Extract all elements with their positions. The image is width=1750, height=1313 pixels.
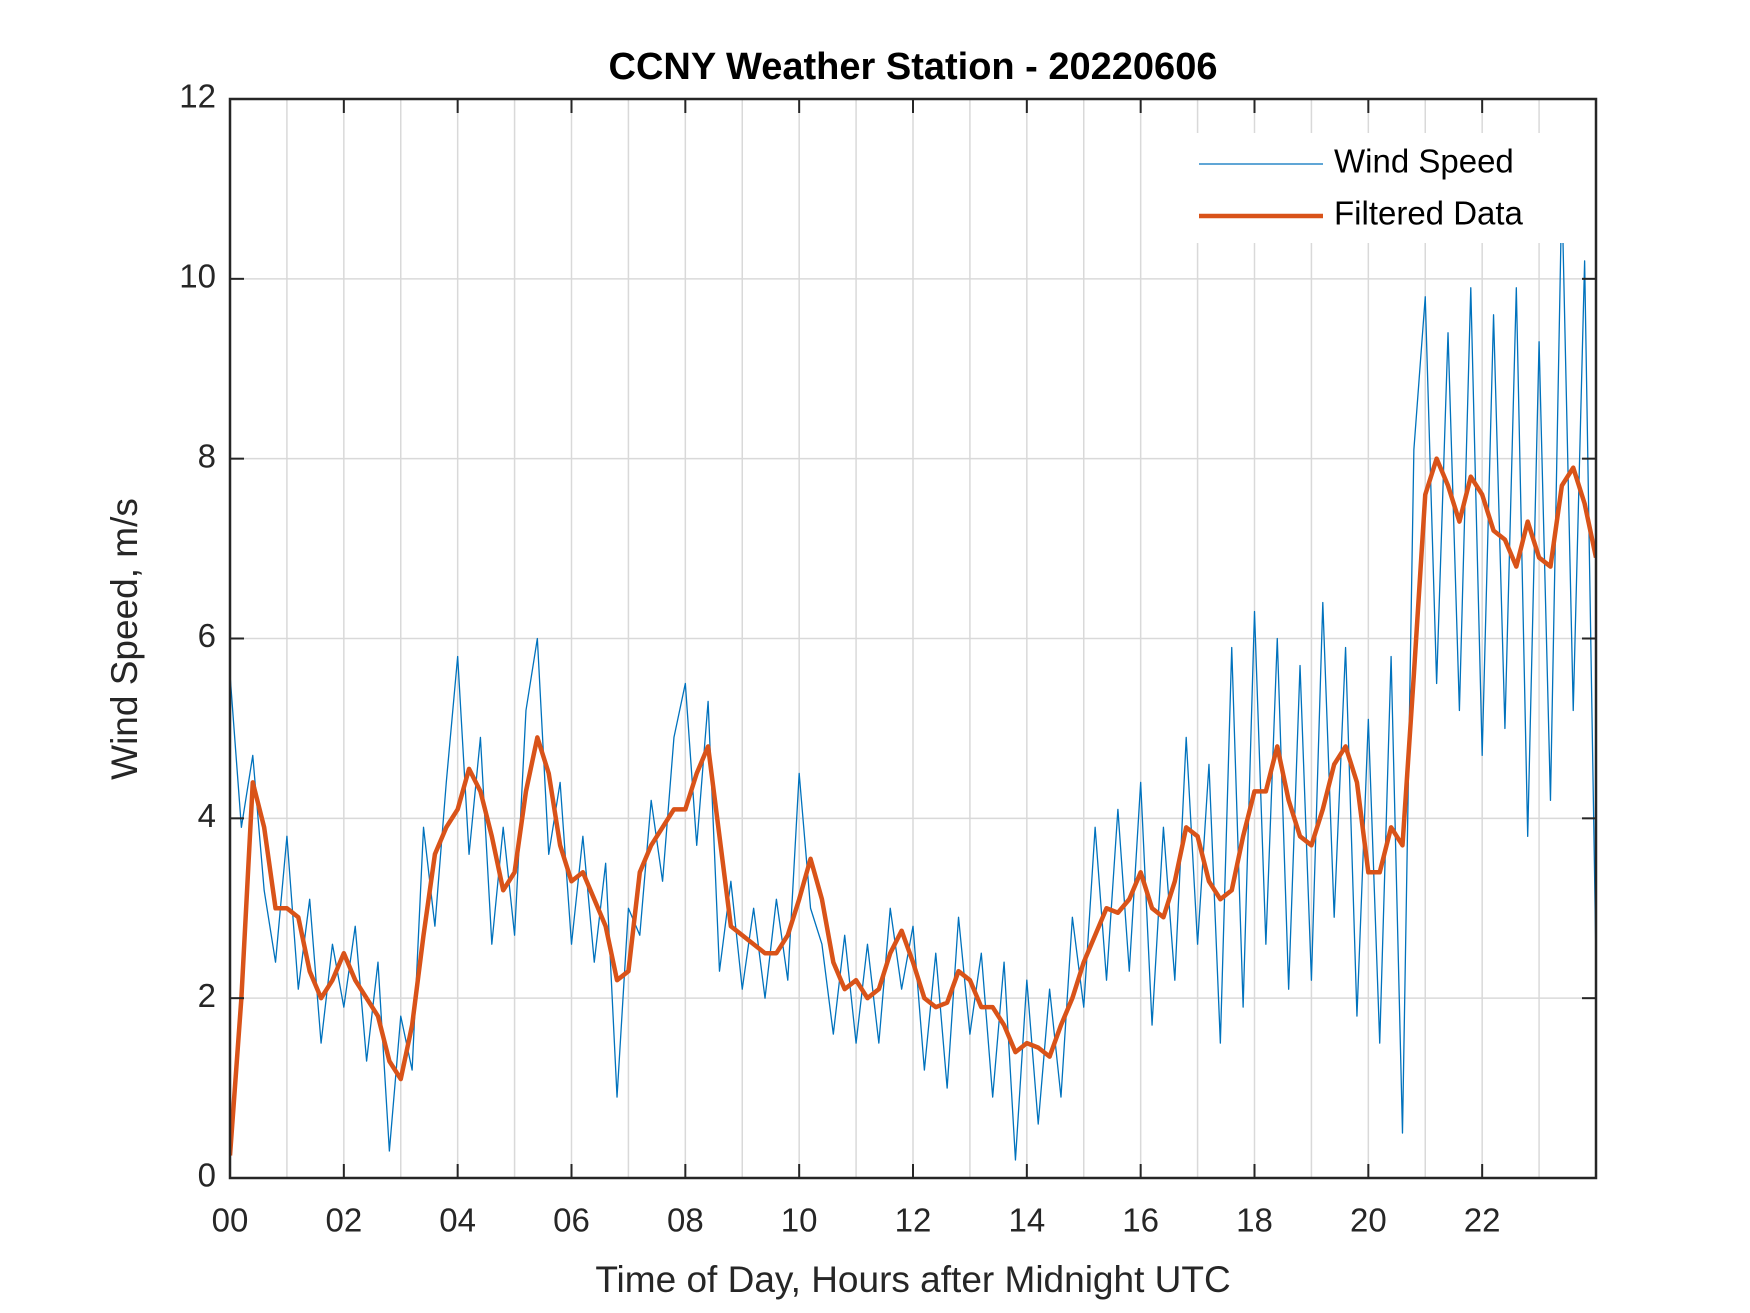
y-tick-label: 12 bbox=[179, 78, 216, 115]
data-line bbox=[230, 188, 1596, 1161]
y-axis-label: Wind Speed, m/s bbox=[104, 498, 145, 780]
x-tick-label: 22 bbox=[1464, 1202, 1501, 1239]
legend-box bbox=[1186, 133, 1586, 243]
x-tick-label: 04 bbox=[439, 1202, 476, 1239]
x-axis-label: Time of Day, Hours after Midnight UTC bbox=[595, 1259, 1230, 1300]
y-tick-label: 8 bbox=[198, 437, 216, 474]
legend-label: Filtered Data bbox=[1334, 195, 1524, 232]
legend-label: Wind Speed bbox=[1334, 143, 1514, 180]
x-tick-label: 00 bbox=[212, 1202, 249, 1239]
y-tick-label: 2 bbox=[198, 977, 216, 1014]
x-tick-label: 20 bbox=[1350, 1202, 1387, 1239]
x-tick-label: 12 bbox=[895, 1202, 932, 1239]
data-line bbox=[230, 456, 1596, 1156]
x-tick-label: 14 bbox=[1008, 1202, 1045, 1239]
y-tick-label: 0 bbox=[198, 1157, 216, 1194]
x-tick-label: 18 bbox=[1236, 1202, 1273, 1239]
y-tick-label: 10 bbox=[179, 258, 216, 295]
x-tick-label: 16 bbox=[1122, 1202, 1159, 1239]
x-tick-label: 08 bbox=[667, 1202, 704, 1239]
y-tick-label: 4 bbox=[198, 797, 216, 834]
x-tick-label: 02 bbox=[325, 1202, 362, 1239]
y-tick-label: 6 bbox=[198, 617, 216, 654]
x-tick-label: 06 bbox=[553, 1202, 590, 1239]
chart-title: CCNY Weather Station - 20220606 bbox=[609, 46, 1218, 88]
x-tick-label: 10 bbox=[781, 1202, 818, 1239]
